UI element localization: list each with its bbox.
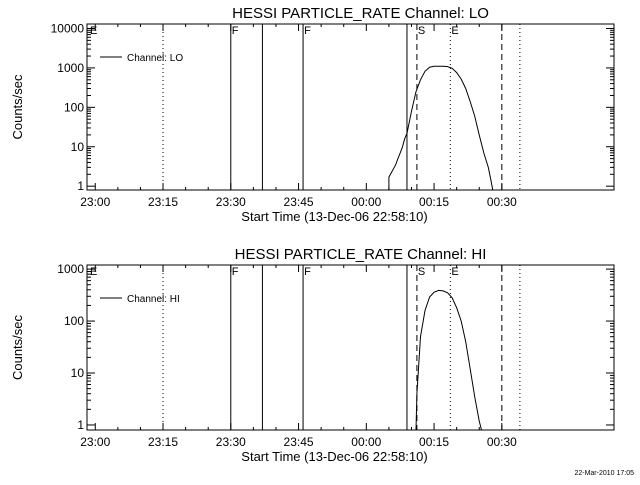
legend-label: Channel: LO: [127, 53, 183, 64]
marker-label: F: [232, 25, 239, 37]
marker-label: F: [304, 25, 311, 37]
marker-label: E: [90, 25, 97, 37]
y-tick-label: 10: [71, 366, 85, 380]
series-line: [415, 289, 482, 431]
x-tick-label: 00:30: [487, 435, 517, 449]
chart-title: HESSI PARTICLE_RATE Channel: LO: [232, 5, 489, 22]
marker-label: E: [90, 266, 97, 278]
x-tick-label: 23:15: [148, 195, 178, 209]
x-tick-label: 00:00: [351, 435, 381, 449]
marker-label: F: [232, 266, 239, 278]
footer-stamp: 22-Mar-2010 17:05: [574, 470, 634, 477]
marker-label: S: [418, 266, 425, 278]
marker-label: E: [451, 25, 458, 37]
x-tick-label: 23:30: [216, 435, 246, 449]
marker-label: E: [451, 266, 458, 278]
x-tick-label: 23:15: [148, 435, 178, 449]
x-axis-label: Start Time (13-Dec-06 22:58:10): [241, 449, 427, 464]
x-tick-label: 23:30: [216, 195, 246, 209]
legend-label: Channel: HI: [127, 294, 180, 305]
marker-label: F: [304, 266, 311, 278]
y-axis-label: Counts/sec: [10, 314, 25, 380]
x-axis-label: Start Time (13-Dec-06 22:58:10): [241, 209, 427, 224]
y-tick-label: 1000: [57, 61, 84, 75]
chart-title: HESSI PARTICLE_RATE Channel: HI: [235, 246, 487, 263]
y-tick-label: 10: [71, 140, 85, 154]
x-tick-label: 00:15: [419, 435, 449, 449]
marker-label: S: [418, 25, 425, 37]
x-tick-label: 00:30: [487, 195, 517, 209]
x-tick-label: 23:45: [284, 195, 314, 209]
plot-frame: [86, 264, 615, 431]
x-tick-label: 23:00: [80, 195, 110, 209]
series-line: [387, 65, 494, 191]
y-tick-label: 100: [64, 314, 84, 328]
y-tick-label: 10000: [51, 21, 85, 35]
x-tick-label: 00:15: [419, 195, 449, 209]
y-tick-label: 1: [77, 179, 84, 193]
y-axis-label: Counts/sec: [10, 74, 25, 140]
y-tick-label: 100: [64, 100, 84, 114]
y-tick-label: 1000: [57, 262, 84, 276]
x-tick-label: 23:45: [284, 435, 314, 449]
x-tick-label: 23:00: [80, 435, 110, 449]
x-tick-label: 00:00: [351, 195, 381, 209]
plot-frame: [86, 23, 615, 191]
y-tick-label: 1: [77, 418, 84, 432]
